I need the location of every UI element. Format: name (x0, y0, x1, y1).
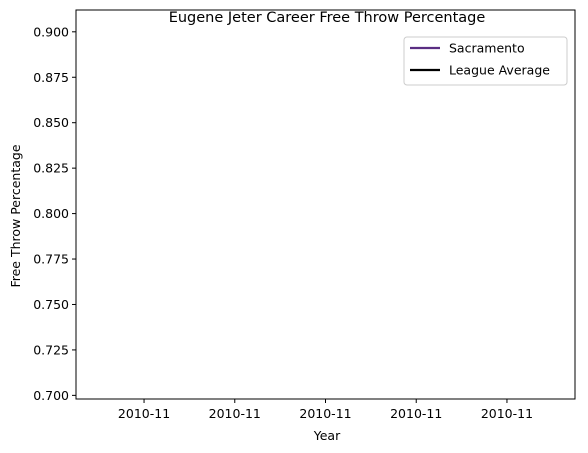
y-tick-label: 0.850 (33, 115, 69, 130)
x-tick-label: 2010-11 (390, 406, 442, 421)
y-tick-label: 0.775 (33, 252, 69, 267)
legend-label: League Average (449, 63, 550, 78)
legend-label: Sacramento (449, 41, 525, 56)
y-tick-label: 0.800 (33, 206, 69, 221)
legend: Sacramento League Average (403, 36, 568, 86)
y-tick-label: 0.725 (33, 342, 69, 357)
x-tick-label: 2010-11 (481, 406, 533, 421)
y-tick-label: 0.825 (33, 161, 69, 176)
x-tick-label: 2010-11 (209, 406, 261, 421)
y-tick-label: 0.875 (33, 70, 69, 85)
x-tick-label: 2010-11 (299, 406, 351, 421)
x-axis-ticks: 2010-11 2010-11 2010-11 2010-11 2010-11 (118, 399, 533, 421)
y-tick-label: 0.900 (33, 24, 69, 39)
x-tick-label: 2010-11 (118, 406, 170, 421)
y-axis-label: Free Throw Percentage (8, 144, 23, 287)
legend-box (403, 36, 568, 86)
y-axis-ticks: 0.700 0.725 0.750 0.775 0.800 0.825 0.850 0.875… (33, 24, 76, 403)
y-tick-label: 0.700 (33, 388, 69, 403)
y-tick-label: 0.750 (33, 297, 69, 312)
x-axis-label: Year (313, 428, 341, 443)
chart-title: Eugene Jeter Career Free Throw Percentag… (169, 10, 486, 26)
plot-area (75, 9, 576, 400)
